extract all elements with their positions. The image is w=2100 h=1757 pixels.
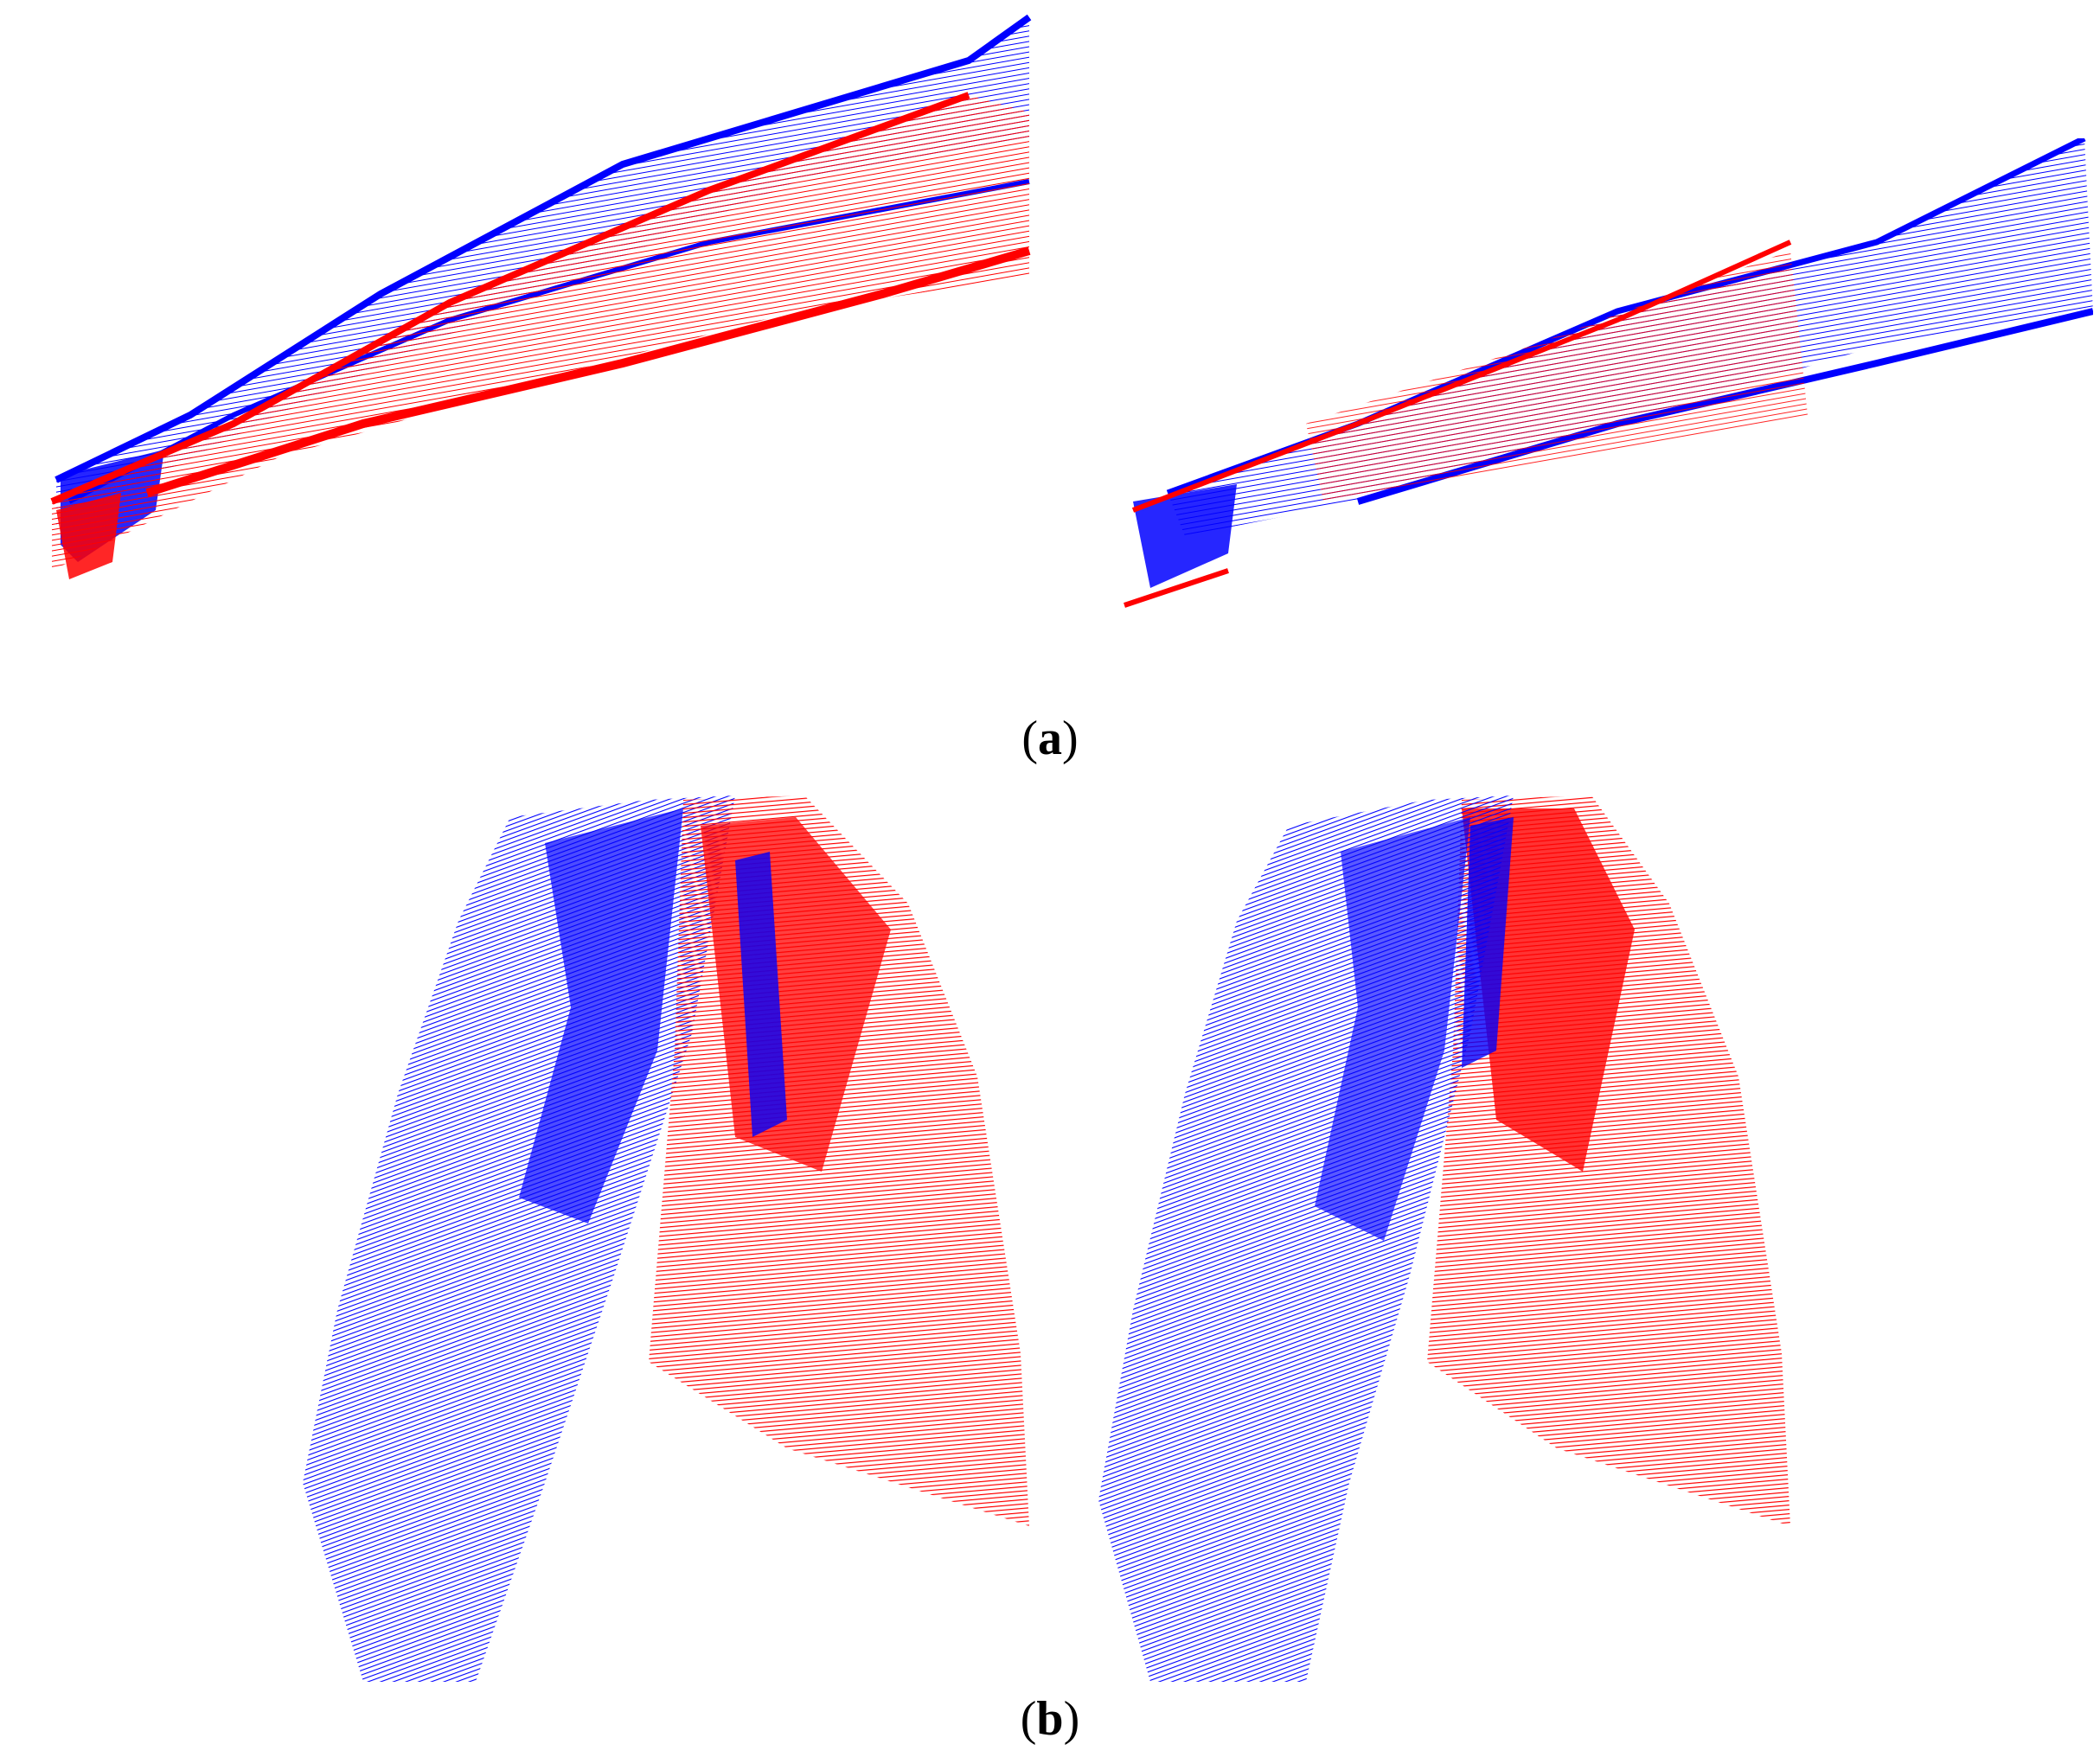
subfigure-b-left-point-cloud xyxy=(285,791,1064,1682)
subfigure-b-right-point-cloud xyxy=(1064,791,1842,1682)
red-cloud xyxy=(1124,240,1808,608)
red-cloud xyxy=(649,795,1029,1526)
subfigure-a-label: a xyxy=(1038,712,1062,765)
subfigure-b-label: b xyxy=(1036,1692,1064,1746)
red-cloud xyxy=(50,92,1031,579)
subfigure-b-caption: (b) xyxy=(1020,1692,1080,1746)
blue-cloud xyxy=(1098,795,1514,1682)
subfigure-a-left-point-cloud xyxy=(17,9,1038,614)
point-cloud-plot xyxy=(50,14,1032,579)
point-cloud-plot xyxy=(1124,138,2093,608)
blue-cloud xyxy=(303,795,735,1682)
point-cloud-plot xyxy=(1098,795,1790,1682)
subfigure-a-right-point-cloud xyxy=(1098,138,2093,623)
subfigure-a-caption: (a) xyxy=(1021,712,1079,765)
point-cloud-plot xyxy=(303,795,1029,1682)
